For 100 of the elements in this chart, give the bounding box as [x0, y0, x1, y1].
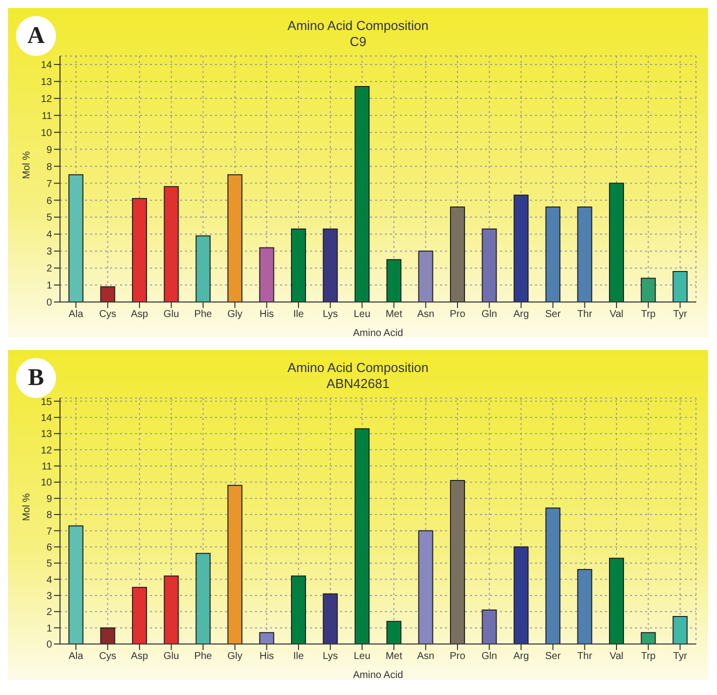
x-tick-label: Gly	[227, 309, 242, 320]
y-tick-label: 7	[46, 178, 52, 190]
text: A	[16, 16, 56, 56]
x-tick-label: Gln	[482, 651, 498, 662]
y-tick-label: 6	[46, 542, 52, 554]
bar	[354, 86, 370, 302]
bar	[132, 198, 148, 302]
y-tick-label: 15	[40, 396, 52, 408]
x-tick-label: His	[259, 309, 274, 320]
x-tick-label: Ile	[293, 651, 304, 662]
bar	[227, 484, 242, 644]
y-tick-label: 3	[46, 590, 52, 602]
bar	[322, 228, 338, 302]
y-tick-label: 12	[40, 445, 52, 456]
bar	[100, 627, 116, 644]
y-tick-label: 9	[46, 494, 52, 505]
bar	[322, 593, 338, 644]
y-axis-title: Mol %	[22, 493, 33, 521]
bar	[640, 278, 656, 302]
x-tick-label: Trp	[640, 651, 656, 662]
y-tick-label: 1	[46, 280, 52, 292]
bar	[259, 632, 274, 644]
x-tick-label: Ala	[68, 309, 84, 320]
y-tick-label: 9	[46, 144, 52, 156]
x-tick-label: Tyr	[673, 309, 688, 320]
y-tick-label: 14	[40, 412, 52, 424]
x-axis-title: Amino Acid	[352, 328, 404, 339]
chart-subtitle: C9	[350, 34, 366, 49]
bar	[132, 586, 148, 644]
bar	[164, 186, 179, 302]
bar	[609, 558, 624, 644]
y-tick-label: 12	[40, 94, 52, 105]
bar	[100, 286, 116, 302]
x-tick-label: Trp	[640, 309, 656, 320]
x-tick-label: Phe	[194, 651, 212, 662]
x-tick-label: Gly	[227, 651, 242, 662]
bar	[68, 174, 84, 302]
x-tick-label: Leu	[354, 309, 370, 320]
bar	[450, 480, 466, 644]
x-tick-label: Asp	[130, 651, 149, 662]
x-tick-label: Lys	[322, 651, 338, 662]
bar	[196, 235, 211, 302]
y-tick-label: 1	[46, 623, 52, 634]
bar	[482, 228, 497, 302]
x-tick-label: Val	[610, 309, 624, 320]
y-tick-label: 10	[40, 478, 52, 489]
x-tick-label: Arg	[513, 651, 529, 662]
bar	[164, 576, 179, 644]
y-tick-label: 11	[42, 110, 52, 122]
y-tick-label: 2	[46, 607, 52, 618]
x-tick-label: Arg	[513, 309, 529, 320]
bar	[672, 616, 688, 644]
bar	[514, 194, 529, 302]
x-tick-label: Asp	[130, 309, 149, 320]
bar	[291, 228, 306, 302]
x-tick-label: Tyr	[673, 651, 688, 662]
x-tick-label: Pro	[450, 651, 466, 662]
bar	[672, 270, 688, 302]
bar	[291, 576, 306, 644]
y-tick-label: 7	[46, 526, 52, 538]
chart-subtitle: ABN42681	[326, 376, 390, 391]
y-tick-label: 8	[46, 162, 52, 173]
y-tick-label: 11	[42, 462, 52, 473]
y-tick-label: 3	[46, 246, 52, 258]
x-tick-label: Cys	[99, 309, 116, 320]
x-tick-label: Thr	[577, 651, 593, 662]
x-tick-label: Ala	[68, 651, 84, 662]
x-tick-label: Ile	[293, 309, 304, 320]
y-tick-label: 5	[46, 558, 52, 570]
y-tick-label: 8	[46, 510, 52, 522]
y-tick-label: 13	[40, 77, 52, 88]
y-tick-label: 4	[46, 574, 52, 586]
x-tick-label: Met	[386, 651, 402, 662]
x-tick-label: Leu	[354, 651, 370, 662]
bar	[450, 206, 466, 302]
x-tick-label: Lys	[322, 309, 338, 320]
bar	[482, 610, 497, 644]
x-tick-label: Asn	[417, 651, 434, 662]
x-tick-label: Asn	[417, 309, 434, 320]
x-tick-label: Gln	[482, 309, 498, 320]
bar	[577, 206, 592, 302]
text: B	[16, 358, 56, 398]
y-tick-label: 13	[40, 429, 52, 440]
bar	[196, 552, 211, 644]
y-tick-label: 0	[46, 640, 52, 651]
bar	[418, 250, 434, 302]
y-tick-label: 14	[40, 60, 52, 72]
bar	[386, 259, 402, 302]
x-axis-title: Amino Acid	[352, 670, 404, 681]
bar	[418, 530, 434, 644]
x-tick-label: Cys	[99, 651, 116, 662]
bar	[514, 546, 529, 644]
chart-title: Amino Acid Composition	[288, 18, 428, 33]
bar	[577, 569, 592, 644]
x-tick-label: His	[259, 651, 274, 662]
bar	[545, 206, 560, 302]
y-tick-label: 4	[46, 230, 52, 241]
bar	[259, 247, 274, 302]
x-tick-label: Val	[610, 651, 624, 662]
bar	[227, 174, 242, 302]
